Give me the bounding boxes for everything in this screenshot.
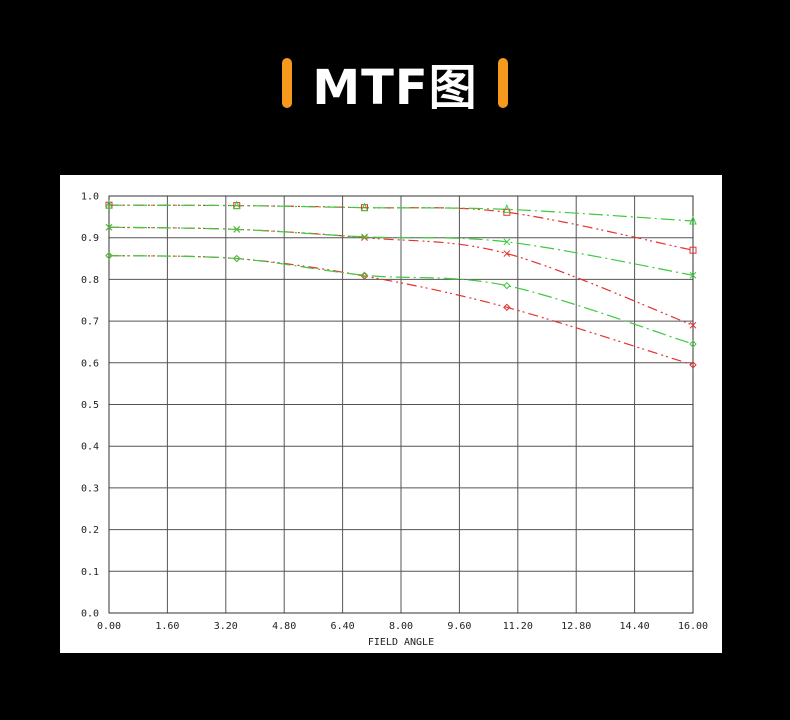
series-lines — [108, 204, 694, 366]
x-tick-label: 3.20 — [214, 621, 238, 632]
y-tick-label: 0.5 — [81, 400, 99, 411]
data-point — [689, 340, 697, 348]
y-tick-label: 0.2 — [81, 525, 99, 536]
x-tick-label: 0.00 — [97, 621, 121, 632]
data-point — [689, 361, 697, 369]
y-tick-label: 0.9 — [81, 233, 99, 244]
data-point — [503, 303, 511, 312]
data-point — [689, 321, 697, 329]
data-point — [689, 215, 697, 225]
data-point — [503, 250, 511, 257]
y-tick-label: 1.0 — [81, 192, 99, 203]
chart-grid — [108, 195, 694, 614]
data-point — [233, 226, 241, 233]
header: MTF图 — [0, 48, 790, 118]
data-point — [503, 204, 511, 213]
series-line — [108, 226, 694, 276]
plot-frame — [108, 195, 694, 614]
data-point — [689, 246, 697, 254]
data-point — [503, 238, 511, 246]
mtf-chart: 0.0 0.1 0.2 0.3 0.4 0.5 0.6 0.7 0.8 0.9 1.0 0.00 1.… — [81, 192, 708, 649]
data-point — [360, 202, 369, 212]
data-point — [361, 234, 368, 242]
data-point — [361, 233, 368, 241]
y-tick-label: 0.4 — [81, 442, 99, 453]
data-point — [105, 251, 113, 260]
x-tick-label: 16.00 — [678, 621, 708, 632]
x-tick-label: 14.40 — [620, 621, 650, 632]
x-tick-labels: 0.00 1.60 3.20 4.80 6.40 8.00 9.60 11.20 12.80 14… — [97, 621, 708, 632]
y-tick-label: 0.7 — [81, 317, 99, 328]
title-left-accent-bar — [282, 58, 293, 108]
series-line — [108, 204, 694, 222]
data-point — [360, 271, 369, 279]
series-line — [108, 204, 694, 251]
data-point — [360, 272, 369, 280]
x-tick-label: 4.80 — [272, 621, 296, 632]
title-right-accent-bar — [497, 58, 508, 108]
data-point — [689, 271, 697, 279]
y-tick-label: 0.6 — [81, 358, 99, 369]
data-point — [232, 200, 241, 210]
data-point — [105, 199, 113, 209]
series-markers — [105, 199, 697, 369]
data-point — [105, 223, 113, 231]
y-tick-label: 0.1 — [81, 567, 99, 578]
x-axis-label: FIELD ANGLE — [368, 637, 434, 648]
x-tick-label: 12.80 — [561, 621, 591, 632]
y-tick-label: 0.0 — [81, 609, 99, 620]
y-tick-labels: 0.0 0.1 0.2 0.3 0.4 0.5 0.6 0.7 0.8 0.9 1.0 — [81, 192, 99, 620]
data-point — [503, 281, 511, 290]
y-tick-label: 0.3 — [81, 483, 99, 494]
chart-panel: 0.0 0.1 0.2 0.3 0.4 0.5 0.6 0.7 0.8 0.9 1.0 0.00 1.… — [60, 175, 722, 653]
data-point — [233, 254, 241, 263]
page-title: MTF图 — [312, 60, 478, 116]
x-tick-label: 6.40 — [331, 621, 355, 632]
series-line — [108, 226, 694, 326]
x-tick-label: 9.60 — [447, 621, 471, 632]
series-line — [108, 255, 694, 345]
y-tick-label: 0.8 — [81, 275, 99, 286]
x-tick-label: 1.60 — [155, 621, 179, 632]
x-tick-label: 11.20 — [503, 621, 533, 632]
x-tick-label: 8.00 — [389, 621, 413, 632]
